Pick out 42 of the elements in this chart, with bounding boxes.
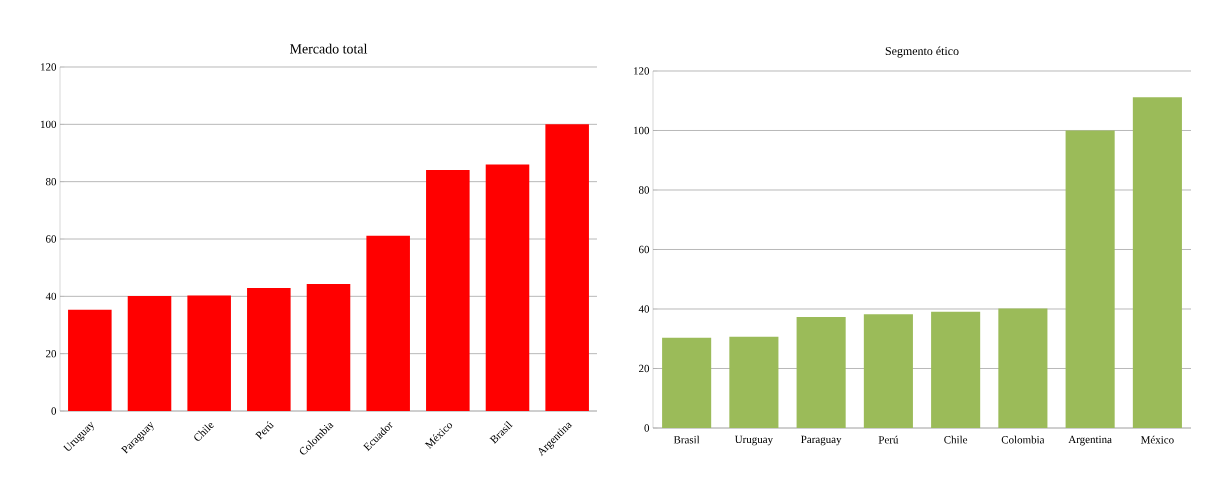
- y-tick-label: 60: [639, 245, 650, 254]
- y-tick-label: 60: [45, 235, 57, 243]
- bar: [68, 309, 112, 411]
- x-tick-label: Chile: [194, 422, 214, 441]
- bar: [485, 164, 530, 411]
- y-tick-label: 80: [638, 186, 650, 194]
- y-tick-label: 20: [639, 364, 650, 373]
- bar: [863, 314, 913, 428]
- bar: [662, 337, 712, 428]
- y-tick-label: 100: [634, 126, 650, 135]
- bar: [998, 308, 1048, 428]
- y-tick-label: 0: [51, 407, 57, 415]
- y-tick-label: 40: [45, 292, 57, 301]
- bar: [426, 169, 470, 411]
- bar: [306, 284, 351, 411]
- y-tick-label: 40: [638, 305, 650, 313]
- bar: [796, 317, 846, 428]
- bar: [366, 235, 410, 411]
- bar: [545, 124, 589, 411]
- x-tick-label: Argentina: [1068, 435, 1112, 446]
- y-tick-label: 120: [634, 67, 650, 75]
- chart-title: Segmento ético: [885, 46, 959, 58]
- y-tick-label: 80: [45, 177, 57, 186]
- x-tick-label: Paraguay: [801, 435, 842, 446]
- y-tick-label: 100: [41, 120, 57, 129]
- bar: [1065, 130, 1115, 428]
- bar: [187, 295, 231, 411]
- bar: [1132, 97, 1182, 428]
- bar: [931, 311, 981, 428]
- x-tick-label: Chile: [944, 435, 968, 444]
- x-tick-label: México: [1140, 435, 1174, 444]
- y-tick-label: 0: [644, 424, 650, 432]
- bar: [127, 296, 172, 411]
- chart-title: Mercado total: [289, 43, 368, 54]
- y-tick-label: 20: [46, 349, 57, 358]
- bar: [247, 288, 291, 411]
- x-tick-label: Brasil: [673, 435, 700, 444]
- y-tick-label: 120: [41, 63, 57, 71]
- x-tick-label: Perú: [878, 435, 899, 444]
- bar: [729, 336, 779, 428]
- x-tick-label: Colombia: [1001, 435, 1045, 444]
- x-tick-label: Uruguay: [734, 435, 774, 446]
